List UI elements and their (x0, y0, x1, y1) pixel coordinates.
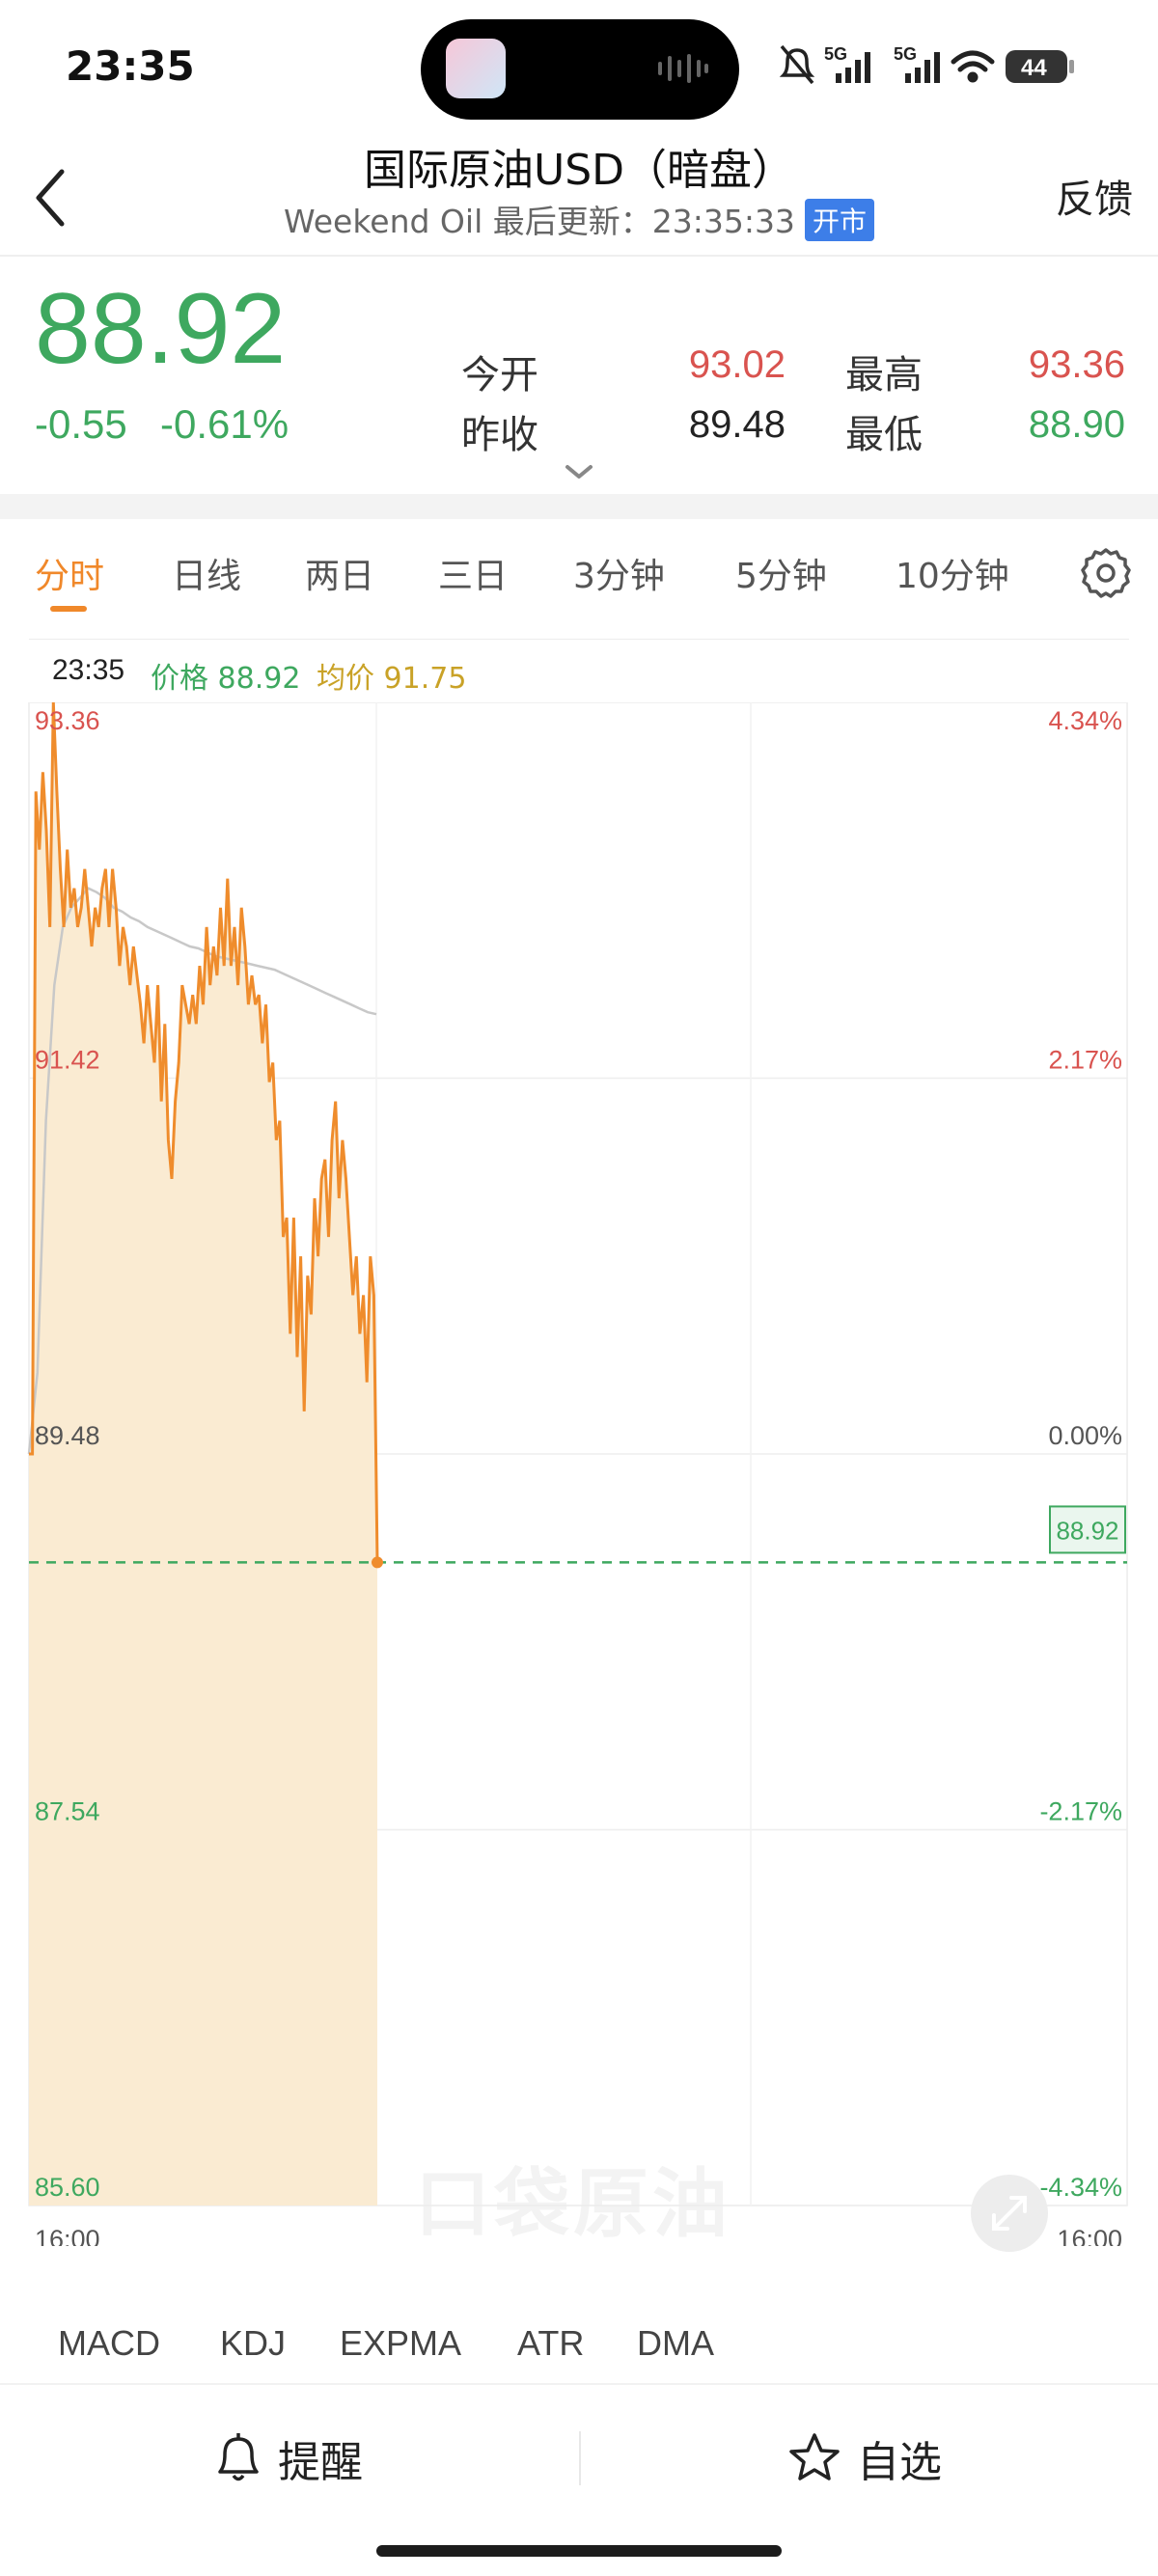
indicator-dma[interactable]: DMA (637, 2323, 714, 2363)
divider (29, 639, 1129, 640)
price-change: -0.55 (35, 401, 127, 447)
current-price-tag-label: 88.92 (1056, 1516, 1118, 1545)
expand-arrows-icon (992, 2196, 1027, 2231)
signal-1-label: 5G (824, 44, 847, 64)
market-open-badge: 开市 (804, 199, 874, 241)
status-time: 23:35 (66, 42, 195, 90)
tab-three-day[interactable]: 三日 (438, 557, 509, 596)
tab-daily[interactable]: 日线 (172, 557, 242, 596)
page-title: 国际原油USD（暗盘） (363, 146, 794, 195)
y-tick-left: 87.54 (35, 1797, 100, 1826)
feedback-button[interactable]: 反馈 (1056, 178, 1133, 222)
x-tick-start: 16:00 (35, 2225, 100, 2246)
alert-label: 提醒 (278, 2438, 363, 2487)
open-value: 93.02 (688, 343, 786, 386)
tab-intraday[interactable]: 分时 (35, 557, 105, 596)
divider (0, 255, 1158, 257)
battery-icon: 44 (1006, 50, 1074, 83)
y-tick-right: 2.17% (1048, 1046, 1122, 1075)
action-divider (579, 2431, 581, 2485)
current-price-tag (1049, 1505, 1126, 1554)
divider (0, 2383, 1158, 2385)
cursor-avg-price: 均价 91.75 (317, 662, 467, 696)
last-update-text: Weekend Oil 最后更新：23:35:33 (284, 203, 795, 240)
signal-2-icon (905, 52, 940, 83)
page-subtitle: Weekend Oil 最后更新：23:35:33 开市 (0, 196, 1158, 242)
section-gap (0, 494, 1158, 519)
open-label: 今开 (461, 353, 538, 397)
back-arrow-icon[interactable] (29, 164, 77, 232)
y-tick-right: -4.34% (1039, 2173, 1122, 2202)
tab-5min[interactable]: 5分钟 (735, 557, 827, 596)
home-indicator (376, 2545, 782, 2557)
y-tick-right: 0.00% (1048, 1421, 1122, 1450)
indicator-expma[interactable]: EXPMA (340, 2323, 462, 2363)
watermark: 口袋原油 (415, 2161, 732, 2248)
price-line (29, 702, 379, 1563)
prev-close-label: 昨收 (461, 413, 538, 457)
price-area (29, 702, 377, 2206)
watchlist-button[interactable]: 自选 (787, 2424, 1077, 2493)
prev-close-value: 89.48 (688, 403, 786, 446)
y-tick-right: 4.34% (1048, 706, 1122, 735)
y-tick-left: 85.60 (35, 2173, 100, 2202)
current-price: 88.92 (35, 273, 287, 385)
indicator-macd[interactable]: MACD (58, 2323, 160, 2363)
tab-3min[interactable]: 3分钟 (573, 557, 665, 596)
battery-level: 44 (1021, 55, 1047, 81)
star-icon (789, 2433, 840, 2480)
y-tick-left: 89.48 (35, 1421, 100, 1450)
tab-10min[interactable]: 10分钟 (896, 557, 1009, 596)
x-tick-end: 16:00 (1057, 2225, 1122, 2246)
low-value: 88.90 (1028, 403, 1125, 446)
gear-icon[interactable] (1079, 546, 1133, 600)
signal-1-icon (836, 52, 870, 83)
indicator-kdj[interactable]: KDJ (220, 2323, 287, 2363)
wifi-icon (951, 50, 995, 83)
mute-bell-icon (779, 44, 815, 85)
high-value: 93.36 (1028, 343, 1125, 386)
app-thumbnail-icon[interactable] (446, 39, 506, 98)
y-tick-left: 93.36 (35, 706, 100, 735)
alert-button[interactable]: 提醒 (212, 2424, 579, 2493)
fullscreen-button[interactable] (971, 2175, 1048, 2252)
watchlist-label: 自选 (857, 2438, 942, 2487)
audio-wave-icon (658, 54, 708, 83)
high-label: 最高 (845, 353, 923, 397)
indicator-atr[interactable]: ATR (517, 2323, 585, 2363)
price-change-percent: -0.61% (160, 401, 290, 447)
y-tick-right: -2.17% (1039, 1797, 1122, 1826)
low-label: 最低 (845, 413, 923, 457)
current-price-dot (372, 1556, 383, 1569)
active-tab-indicator (50, 606, 87, 612)
expand-chevron-icon[interactable] (562, 459, 596, 482)
cursor-time: 23:35 (52, 654, 125, 686)
status-icons: 5G 5G 44 (779, 44, 1074, 85)
cursor-price: 价格 88.92 (151, 662, 301, 696)
y-tick-left: 91.42 (35, 1046, 100, 1075)
bell-icon (218, 2433, 259, 2481)
tab-two-day[interactable]: 两日 (305, 557, 375, 596)
signal-2-label: 5G (894, 44, 917, 64)
intraday-chart[interactable]: 88.92 93.36 4.34% 91.42 2.17% 89.48 0.00% 87.54… (0, 702, 1158, 2246)
